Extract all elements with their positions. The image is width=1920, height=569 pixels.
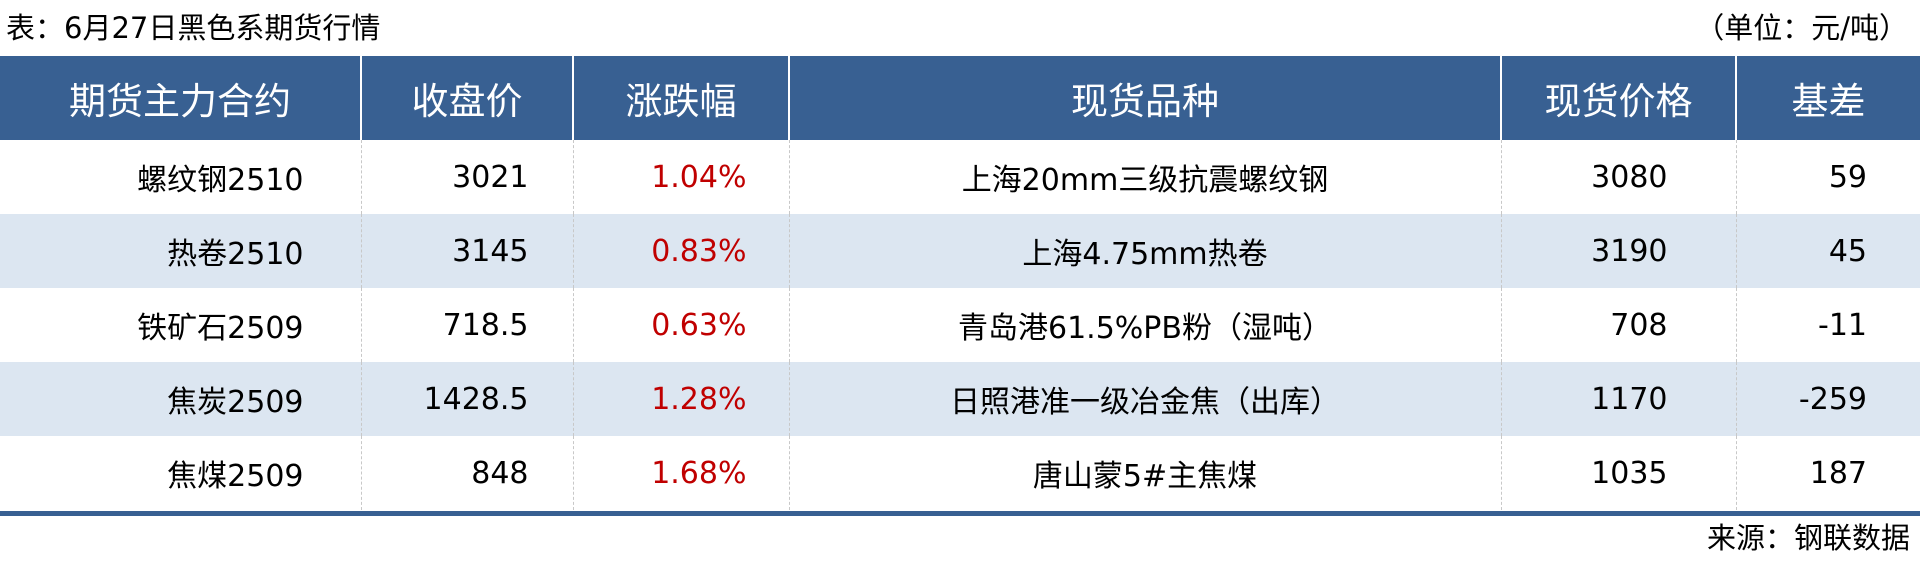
unit-label: （单位：元/吨） (1695, 11, 1908, 45)
close-cell: 1428.5 (360, 362, 573, 436)
header-row: 期货主力合约 收盘价 涨跌幅 现货品种 现货价格 基差 (0, 56, 1920, 140)
source-label: 来源：钢联数据 (1706, 521, 1910, 555)
change-cell: 1.68% (572, 436, 789, 510)
bottom-rule (0, 511, 1920, 516)
close-cell: 3145 (360, 214, 573, 288)
contract-cell: 螺纹钢2510 (137, 163, 304, 198)
contract-cell: 焦煤2509 (167, 459, 304, 494)
header-close: 收盘价 (360, 56, 573, 140)
close-cell: 848 (360, 436, 573, 510)
header-change: 涨跌幅 (572, 56, 789, 140)
basis-cell: 45 (1735, 214, 1920, 288)
contract-cell: 铁矿石2509 (137, 311, 304, 346)
contract-cell: 焦炭2509 (0, 362, 361, 436)
spot-variety-cell: 日照港准一级冶金焦（出库） (788, 362, 1501, 436)
table-row: 螺纹钢2510 3021 1.04% 上海20mm三级抗震螺纹钢 3080 59 (0, 140, 1920, 214)
table-row: 焦煤2509 848 1.68% 唐山蒙5#主焦煤 1035 187 (0, 436, 1920, 510)
contract-cell: 热卷2510 (0, 214, 361, 288)
table-row: 焦炭2509 1428.5 1.28% 日照港准一级冶金焦（出库） 1170 -259 (0, 362, 1920, 436)
header-basis: 基差 (1735, 56, 1920, 140)
header-contract: 期货主力合约 (0, 56, 361, 140)
spot-price-cell: 1170 (1500, 362, 1736, 436)
spot-variety-cell: 青岛港61.5%PB粉（湿吨） (788, 288, 1501, 362)
basis-cell: 187 (1735, 436, 1920, 510)
spot-variety-cell: 上海4.75mm热卷 (788, 214, 1501, 288)
close-cell: 718.5 (360, 288, 573, 362)
spot-price-cell: 3190 (1500, 214, 1736, 288)
change-cell: 0.83% (572, 214, 789, 288)
table-row: 热卷2510 3145 0.83% 上海4.75mm热卷 3190 45 (0, 214, 1920, 288)
table-row: 铁矿石2509 718.5 0.63% 青岛港61.5%PB粉（湿吨） 708 -11 (0, 288, 1920, 362)
spot-price-cell: 1035 (1500, 436, 1736, 510)
change-cell: 1.04% (572, 140, 789, 214)
header-spot: 现货品种 (788, 56, 1501, 140)
basis-cell: -11 (1735, 288, 1920, 362)
basis-cell: -259 (1735, 362, 1920, 436)
basis-cell: 59 (1735, 140, 1920, 214)
futures-table: 期货主力合约 收盘价 涨跌幅 现货品种 现货价格 基差 螺纹钢2510 3021 1… (0, 56, 1920, 510)
change-cell: 0.63% (572, 288, 789, 362)
header-spot-price: 现货价格 (1500, 56, 1736, 140)
spot-variety-cell: 唐山蒙5#主焦煤 (788, 436, 1501, 510)
spot-variety-cell: 上海20mm三级抗震螺纹钢 (788, 140, 1501, 214)
spot-price-cell: 3080 (1500, 140, 1736, 214)
close-cell: 3021 (360, 140, 573, 214)
spot-price-cell: 708 (1500, 288, 1736, 362)
change-cell: 1.28% (572, 362, 789, 436)
table-title: 表：6月27日黑色系期货行情 (6, 11, 381, 45)
